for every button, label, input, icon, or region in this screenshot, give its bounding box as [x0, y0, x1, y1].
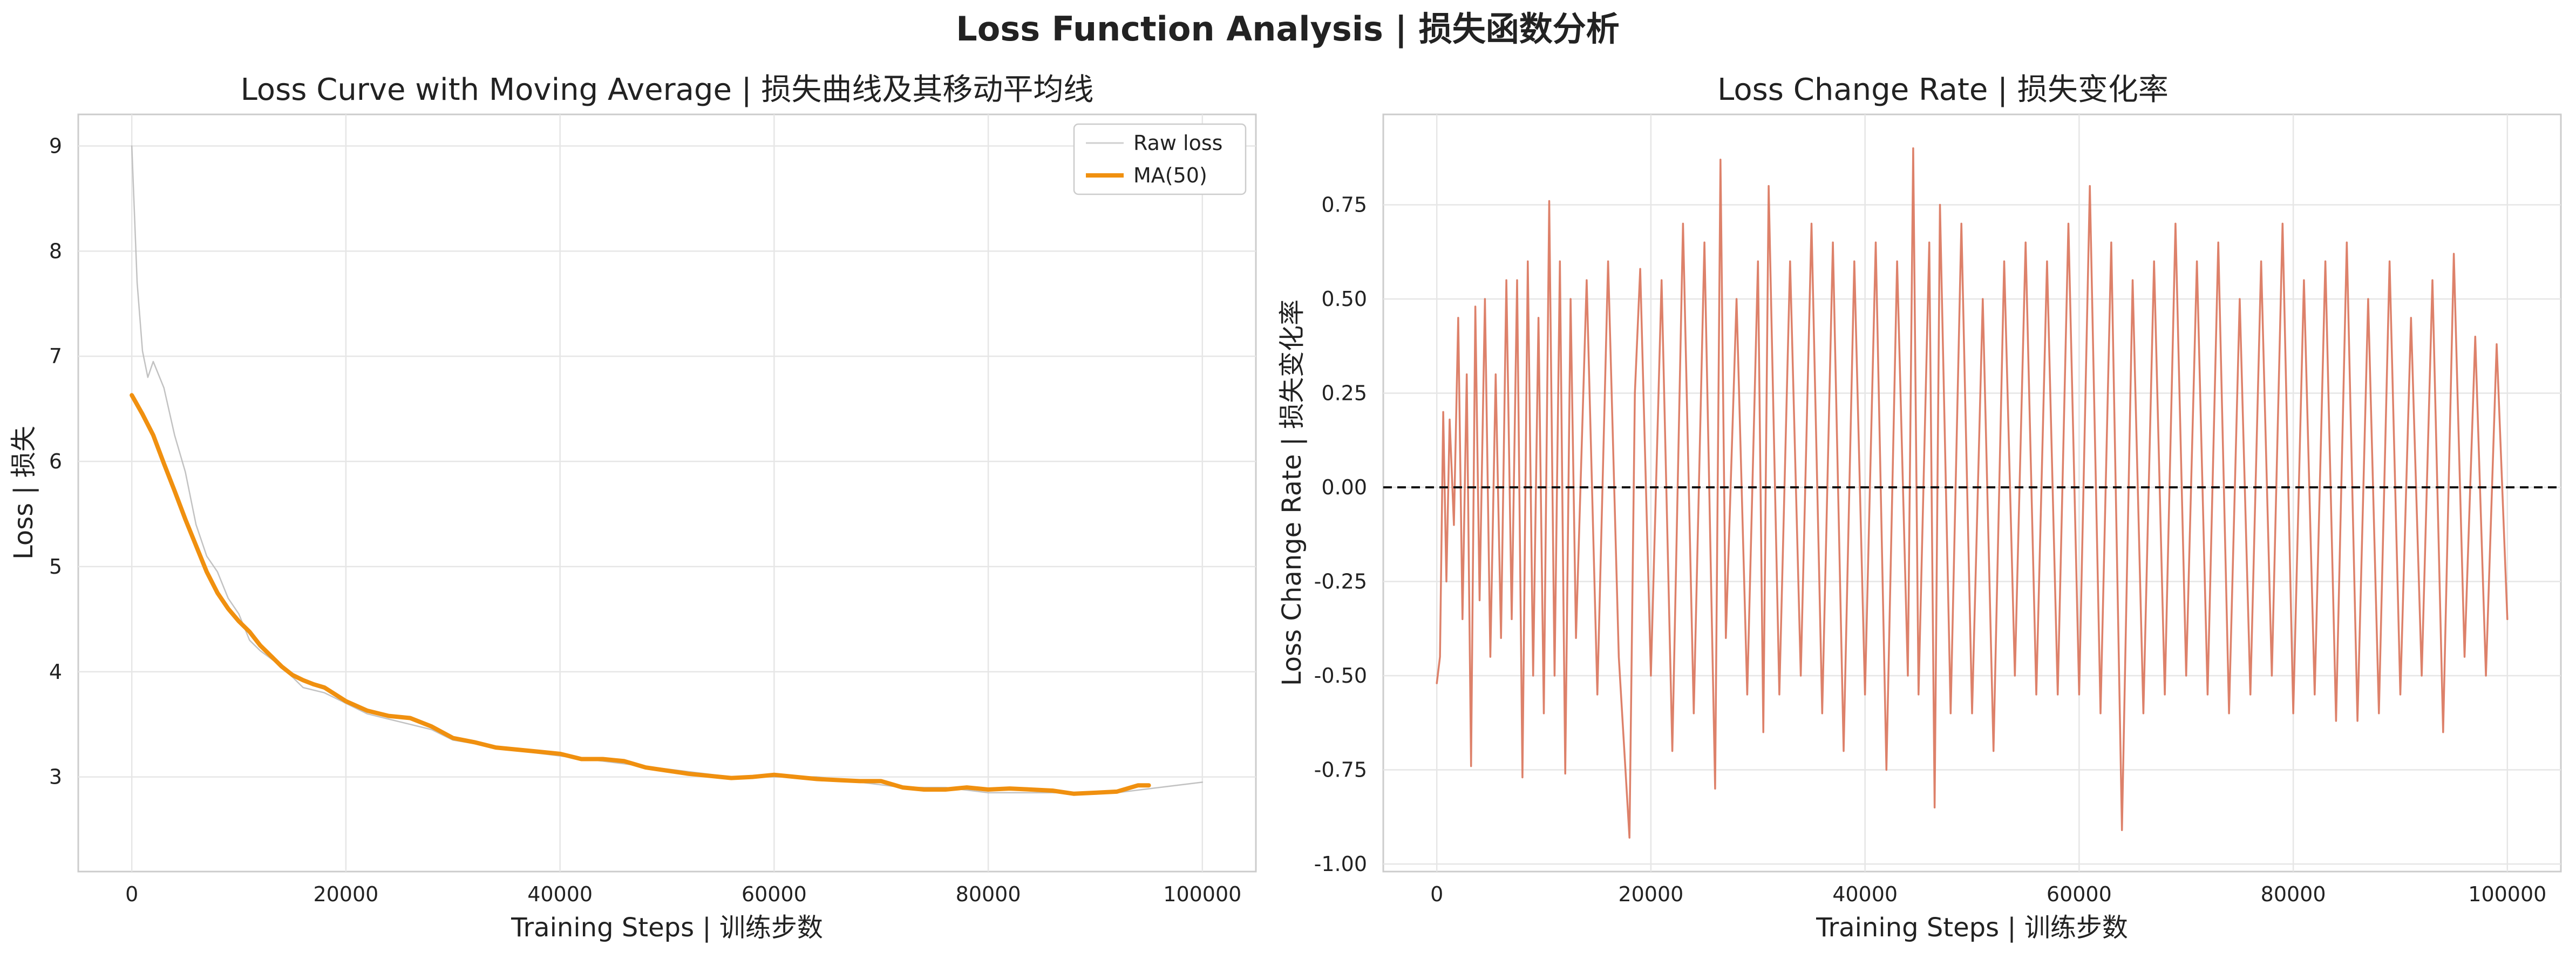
- loss-curve-y-tick-label: 8: [49, 239, 62, 263]
- loss-change-rate-y-tick-label: 0.75: [1321, 193, 1367, 217]
- legend-label-ma50: MA(50): [1133, 164, 1207, 187]
- loss-curve-ticks: 0 20000 40000 60000 80000 100000 3 4 5 6 7 8 9: [49, 134, 1242, 906]
- loss-change-rate-x-tick-label: 100000: [2468, 882, 2546, 906]
- loss-change-rate-x-tick-label: 20000: [1618, 882, 1683, 906]
- figure-title: Loss Function Analysis | 损失函数分析: [956, 9, 1620, 49]
- loss-curve-y-tick-label: 7: [49, 344, 62, 368]
- loss-curve-y-tick-label: 3: [49, 765, 62, 789]
- loss-curve-y-tick-label: 9: [49, 134, 62, 158]
- loss-curve-x-tick-label: 40000: [527, 882, 593, 906]
- loss-curve-title: Loss Curve with Moving Average | 损失曲线及其移…: [241, 72, 1094, 107]
- loss-curve-x-tick-label: 80000: [956, 882, 1021, 906]
- loss-change-rate-y-tick-label: 0.00: [1321, 475, 1367, 499]
- loss-curve-series-1-line: [130, 393, 1151, 796]
- loss-curve-x-tick-label: 0: [125, 882, 138, 906]
- loss-change-rate-y-tick-label: -0.25: [1314, 570, 1367, 594]
- loss-change-rate-ticks: 0 20000 40000 60000 80000 100000 -1.00 -0.75 -0.…: [1314, 193, 2547, 906]
- loss-curve-x-axis-label: Training Steps | 训练步数: [511, 913, 823, 943]
- loss-curve-x-tick-label: 60000: [742, 882, 807, 906]
- loss-curve-y-tick-label: 6: [49, 450, 62, 473]
- loss-curve-panel: Loss Curve with Moving Average | 损失曲线及其移…: [9, 72, 1257, 943]
- loss-curve-series: [130, 145, 1204, 796]
- loss-curve-x-tick-label: 20000: [313, 882, 378, 906]
- loss-change-rate-x-tick-label: 60000: [2047, 882, 2112, 906]
- loss-change-rate-y-tick-label: -1.00: [1314, 852, 1367, 876]
- loss-change-rate-y-tick-label: -0.75: [1314, 758, 1367, 782]
- loss-curve-y-tick-label: 5: [49, 555, 62, 579]
- loss-change-rate-y-tick-label: -0.50: [1314, 664, 1367, 688]
- loss-curve-plot-area: [77, 113, 1257, 873]
- loss-change-rate-y-axis-label: Loss Change Rate | 损失变化率: [1277, 300, 1307, 686]
- loss-change-rate-series-0-line: [1436, 147, 2509, 839]
- loss-curve-y-axis-label: Loss | 损失: [9, 426, 39, 560]
- loss-change-rate-x-tick-label: 40000: [1832, 882, 1898, 906]
- loss-change-rate-x-axis-label: Training Steps | 训练步数: [1816, 913, 2128, 943]
- loss-change-rate-x-tick-label: 0: [1430, 882, 1443, 906]
- loss-change-rate-title: Loss Change Rate | 损失变化率: [1717, 72, 2169, 107]
- loss-curve-grid: [78, 114, 1256, 872]
- loss-curve-x-tick-label: 100000: [1163, 882, 1241, 906]
- loss-change-rate-panel: Loss Change Rate | 损失变化率 0 20000 40000 6000…: [1277, 72, 2562, 943]
- loss-change-rate-x-tick-label: 80000: [2261, 882, 2326, 906]
- loss-change-rate-y-tick-label: 0.25: [1321, 382, 1367, 405]
- loss-curve-legend: Raw loss MA(50): [1073, 123, 1247, 195]
- loss-curve-y-tick-label: 4: [49, 660, 62, 684]
- loss-change-rate-series: [1383, 147, 2561, 839]
- loss-change-rate-grid: [1383, 114, 2561, 872]
- legend-label-raw-loss: Raw loss: [1133, 131, 1222, 155]
- loss-change-rate-y-tick-label: 0.50: [1321, 287, 1367, 311]
